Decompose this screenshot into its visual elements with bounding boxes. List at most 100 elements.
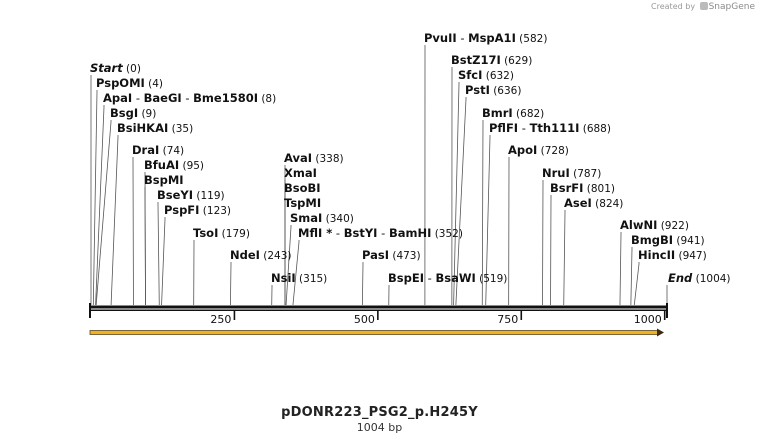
feature-arrow — [89, 328, 664, 337]
site-star: * — [322, 226, 332, 240]
site-name: TspMI — [284, 196, 321, 210]
site-name: BsgI — [110, 106, 138, 120]
site-position: (519) — [476, 273, 508, 285]
site-position: (95) — [179, 160, 204, 172]
site-label-pflfi: PflFI - Tth111I (688) — [489, 121, 611, 135]
leader-lines — [90, 45, 668, 306]
snapgene-logo-icon — [699, 2, 708, 10]
site-name: NdeI — [230, 248, 260, 262]
site-position: (787) — [570, 168, 602, 180]
site-name: XmaI — [284, 166, 317, 180]
site-name-extra: BstYI — [344, 226, 378, 240]
leader-line-bsihkai — [110, 135, 119, 306]
site-label-bspei: BspEI - BsaWI (519) — [388, 271, 507, 285]
site-name: BsiHKAI — [117, 121, 168, 135]
site-name-extra: BsaWI — [435, 271, 475, 285]
site-position: (629) — [501, 55, 533, 67]
site-name: AvaI — [284, 151, 312, 165]
site-position: (824) — [592, 198, 624, 210]
site-name: BmgBI — [631, 233, 673, 247]
site-label-bstz17i: BstZ17I (629) — [451, 53, 532, 67]
leader-line-hincii — [633, 262, 640, 306]
site-name: MflI — [298, 226, 322, 240]
backbone-line — [90, 305, 667, 309]
site-label-tspmi: TspMI — [284, 196, 321, 210]
site-label-bseyi: BseYI (119) — [157, 188, 225, 202]
site-name: ApaI — [103, 91, 132, 105]
site-position: (315) — [296, 273, 328, 285]
axis-ticks: 250 500 750 1000 — [210, 310, 666, 326]
leader-line-bmri — [481, 120, 484, 306]
site-separator: - — [457, 31, 468, 45]
site-label-pasi: PasI (473) — [362, 248, 421, 262]
axis-tick-label: 750 — [497, 313, 518, 326]
site-name: ApoI — [508, 143, 537, 157]
site-name: BmrI — [482, 106, 513, 120]
site-position: (243) — [260, 250, 292, 262]
site-position: (728) — [537, 145, 569, 157]
site-name: AlwNI — [620, 218, 657, 232]
site-label-avai: AvaI (338) — [284, 151, 344, 165]
site-separator: - — [182, 91, 193, 105]
site-label-asei: AseI (824) — [564, 196, 623, 210]
site-label-bsobi: BsoBI — [284, 181, 321, 195]
site-position: (352) — [431, 228, 463, 240]
site-position: (688) — [579, 123, 611, 135]
site-name: SmaI — [290, 211, 322, 225]
site-label-pspomi: PspOMI (4) — [96, 76, 163, 90]
site-name: PvuII — [424, 31, 457, 45]
site-position: (4) — [145, 78, 163, 90]
site-position: (1004) — [692, 273, 730, 285]
axis-tick-label: 250 — [210, 313, 231, 326]
snapgene-credit: Created by SnapGene — [651, 2, 755, 12]
site-label-bsihkai: BsiHKAI (35) — [117, 121, 193, 135]
site-label-pspfi: PspFI (123) — [164, 203, 231, 217]
axis-tick-label: 500 — [354, 313, 375, 326]
site-separator: - — [132, 91, 143, 105]
leader-line-pspomi — [92, 90, 98, 306]
site-label-bsrfi: BsrFI (801) — [550, 181, 615, 195]
site-name-extra: MspA1I — [468, 31, 516, 45]
site-position: (8) — [258, 93, 276, 105]
site-label-start: Start (0) — [90, 61, 141, 75]
leader-line-alwni — [619, 232, 622, 306]
site-label-xmai: XmaI — [284, 166, 317, 180]
site-label-drai: DraI (74) — [132, 143, 184, 157]
site-label-apai: ApaI - BaeGI - Bme1580I (8) — [103, 91, 276, 105]
leader-line-sfci — [453, 82, 460, 306]
site-name: AseI — [564, 196, 592, 210]
leader-line-pflfi — [485, 135, 491, 306]
site-position: (632) — [482, 70, 514, 82]
sequence-length: 1004 bp — [356, 421, 403, 434]
site-label-smai: SmaI (340) — [290, 211, 354, 225]
site-position: (340) — [322, 213, 354, 225]
site-position: (123) — [199, 205, 231, 217]
site-position: (941) — [673, 235, 705, 247]
leader-line-bseyi — [157, 202, 160, 306]
site-label-apoi: ApoI (728) — [508, 143, 569, 157]
site-name: BstZ17I — [451, 53, 501, 67]
site-name: PspFI — [164, 203, 199, 217]
site-position: (947) — [675, 250, 707, 262]
site-position: (801) — [583, 183, 615, 195]
site-name: PasI — [362, 248, 389, 262]
site-position: (74) — [159, 145, 184, 157]
site-label-alwni: AlwNI (922) — [620, 218, 689, 232]
site-name: DraI — [132, 143, 159, 157]
site-position: (338) — [312, 153, 344, 165]
site-label-hincii: HincII (947) — [638, 248, 707, 262]
site-name: BseYI — [157, 188, 193, 202]
site-name: BspEI — [388, 271, 424, 285]
site-name: NruI — [542, 166, 570, 180]
site-label-mfli: MflI * - BstYI - BamHI (352) — [298, 226, 463, 240]
site-name: SfcI — [458, 68, 482, 82]
site-name: BsoBI — [284, 181, 321, 195]
site-name: Start — [90, 61, 123, 75]
leader-line-bsgi — [95, 120, 112, 306]
leader-line-pspfi — [161, 217, 166, 306]
site-position: (682) — [513, 108, 545, 120]
site-position: (473) — [389, 250, 421, 262]
site-position: (0) — [123, 63, 141, 75]
site-name: BspMI — [144, 173, 184, 187]
site-name: End — [668, 271, 693, 285]
